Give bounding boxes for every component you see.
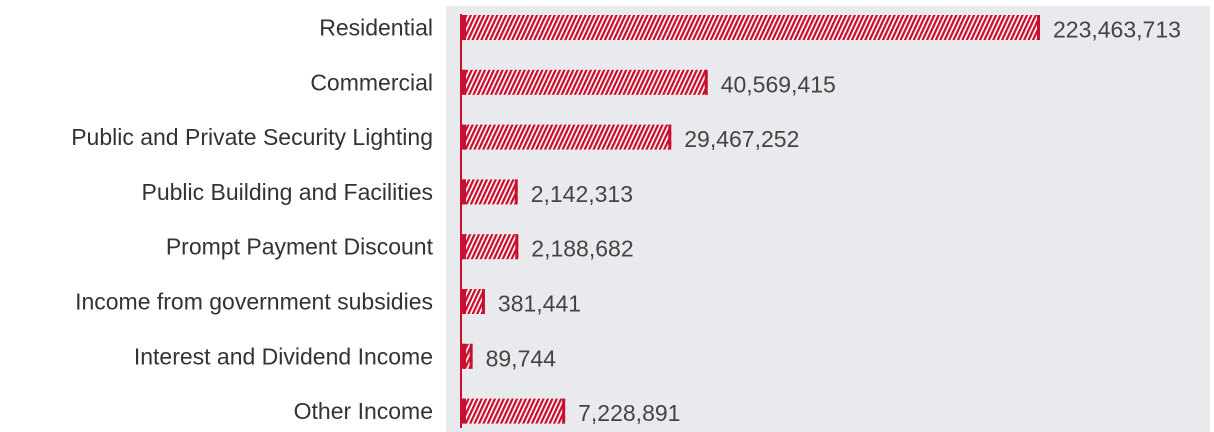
- bar-income-from-government-subsidies: [461, 289, 485, 314]
- category-label: Residential: [319, 15, 433, 41]
- bar-start-interest-and-dividend-income: [461, 343, 466, 369]
- bar-start-other-income: [461, 398, 466, 424]
- bar-start-public-building-and-facilities: [461, 179, 466, 205]
- bar-end-residential: [1037, 15, 1040, 40]
- category-label: Public Building and Facilities: [142, 179, 434, 205]
- bar-end-interest-and-dividend-income: [469, 343, 473, 369]
- bar-end-commercial: [704, 69, 708, 95]
- bar-public-and-private-security-lighting: [461, 124, 672, 150]
- bar-public-building-and-facilities: [461, 179, 518, 205]
- category-label: Prompt Payment Discount: [166, 234, 434, 260]
- value-label: 223,463,713: [1053, 17, 1181, 43]
- category-label: Other Income: [294, 398, 433, 424]
- value-label: 40,569,415: [721, 71, 836, 97]
- labels: Residential 223,463,713 Commercial 40,569,4…: [71, 15, 1181, 427]
- bar-end-public-building-and-facilities: [514, 179, 518, 205]
- value-label: 29,467,252: [684, 126, 799, 152]
- value-label: 2,188,682: [531, 236, 633, 262]
- bar-start-commercial: [461, 69, 466, 95]
- bar-start-public-and-private-security-lighting: [461, 124, 466, 150]
- bar-end-public-and-private-security-lighting: [668, 124, 672, 150]
- value-label: 2,142,313: [531, 181, 633, 207]
- bar-end-income-from-government-subsidies: [481, 289, 485, 314]
- category-label: Interest and Dividend Income: [134, 343, 433, 369]
- bar-residential: [461, 15, 1040, 40]
- bar-end-other-income: [562, 398, 566, 424]
- bars: [461, 15, 1040, 424]
- category-label: Commercial: [310, 69, 433, 95]
- category-label: Public and Private Security Lighting: [71, 124, 433, 150]
- bar-start-prompt-payment-discount: [461, 234, 466, 260]
- value-label: 7,228,891: [578, 400, 680, 426]
- bar-end-prompt-payment-discount: [515, 234, 519, 260]
- value-label: 381,441: [498, 291, 581, 317]
- value-label: 89,744: [486, 345, 557, 371]
- bar-interest-and-dividend-income: [461, 343, 473, 369]
- bar-other-income: [461, 398, 566, 424]
- bar-start-residential: [461, 15, 466, 40]
- bar-start-income-from-government-subsidies: [461, 289, 466, 314]
- bar-prompt-payment-discount: [461, 234, 519, 260]
- bar-commercial: [461, 69, 708, 95]
- category-label: Income from government subsidies: [75, 289, 433, 315]
